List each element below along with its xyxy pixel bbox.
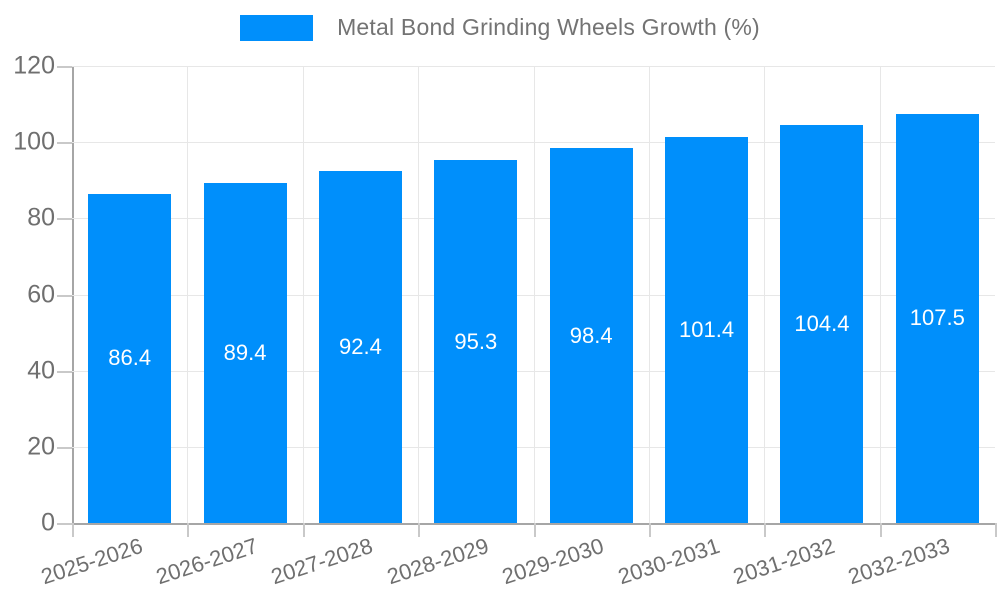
bar-2031-2032: [780, 125, 864, 523]
x-axis-tick: [648, 523, 651, 537]
y-axis-tick: [57, 446, 72, 449]
bar-value-label: 89.4: [223, 339, 267, 365]
bar-2026-2027: [203, 182, 287, 523]
x-axis-tick: [418, 523, 421, 537]
x-axis-tick: [533, 523, 536, 537]
x-axis-tick: [72, 523, 74, 537]
y-axis-tick: [57, 294, 72, 297]
plot-area: 86.4 89.4 92.4 95.3 98.4 101.4 104.4 107.5: [72, 66, 995, 523]
y-axis-label: 20: [27, 432, 55, 461]
v-gridline: [533, 66, 535, 523]
v-gridline: [302, 66, 304, 523]
legend-label: Metal Bond Grinding Wheels Growth (%): [337, 14, 760, 40]
bar-value-label: 86.4: [108, 345, 152, 371]
y-axis-tick: [57, 523, 72, 525]
bar-2030-2031: [665, 136, 749, 523]
legend-swatch-icon: [240, 14, 314, 41]
y-axis-label: 60: [27, 280, 55, 308]
legend-item[interactable]: Metal Bond Grinding Wheels Growth (%): [240, 14, 760, 41]
y-axis-tick: [57, 370, 72, 373]
bar-value-label: 101.4: [679, 316, 735, 342]
v-gridline: [418, 66, 420, 523]
y-axis-tick: [57, 66, 72, 68]
x-axis-tick: [879, 523, 882, 537]
x-axis-tick: [764, 523, 767, 537]
bar-value-label: 92.4: [339, 334, 382, 360]
bar-value-label: 104.4: [794, 311, 850, 337]
bar-2029-2030: [549, 148, 633, 523]
v-gridline: [764, 66, 766, 523]
bar-2025-2026: [88, 193, 172, 523]
y-axis-label: 0: [41, 508, 55, 537]
bar-2027-2028: [318, 171, 402, 523]
bar-value-label: 98.4: [569, 322, 613, 348]
y-axis-tick: [57, 218, 72, 221]
v-gridline: [879, 66, 881, 523]
y-axis-label: 100: [13, 127, 55, 156]
bar-2032-2033: [895, 113, 979, 523]
x-axis-tick: [302, 523, 305, 537]
bar-value-label: 107.5: [909, 305, 965, 331]
bar-value-label: 95.3: [454, 328, 498, 354]
x-axis-tick: [995, 523, 997, 537]
y-axis-label: 40: [27, 356, 55, 385]
y-axis-tick: [57, 142, 72, 145]
v-gridline: [187, 66, 189, 523]
v-gridline: [648, 66, 650, 523]
chart-legend: Metal Bond Grinding Wheels Growth (%): [0, 14, 1000, 41]
x-axis-tick: [187, 523, 190, 537]
y-axis-label: 80: [27, 203, 55, 232]
y-axis-label: 120: [13, 51, 55, 80]
bar-2028-2029: [434, 160, 518, 523]
